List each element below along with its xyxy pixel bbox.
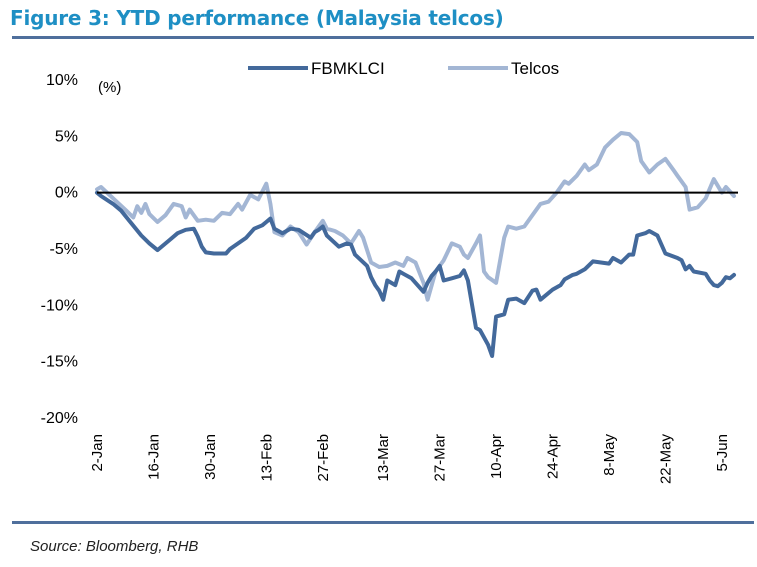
series-line-fbmklci (95, 190, 736, 358)
y-tick-label: -10% (41, 297, 78, 314)
legend-label-fbmklci: FBMKLCI (311, 59, 385, 78)
y-tick-label: -20% (41, 410, 78, 427)
x-tick-label: 27-Feb (315, 434, 332, 482)
y-tick-label: -5% (50, 241, 78, 258)
figure-title: Figure 3: YTD performance (Malaysia telc… (10, 6, 504, 30)
y-tick-label: 5% (55, 128, 78, 145)
legend: FBMKLCI Telcos (248, 59, 559, 78)
legend-label-telcos: Telcos (511, 59, 559, 78)
x-tick-label: 30-Jan (202, 434, 219, 480)
y-axis-unit-label: (%) (98, 79, 121, 96)
x-tick-label: 22-May (657, 434, 674, 485)
x-tick-label: 16-Jan (145, 434, 162, 480)
footer-divider (12, 521, 754, 524)
x-tick-label: 8-May (601, 434, 618, 476)
y-tick-label: -15% (41, 354, 78, 371)
y-tick-label: 0% (55, 185, 78, 202)
x-tick-label: 27-Mar (432, 434, 449, 482)
y-tick-label: 10% (46, 72, 78, 89)
x-tick-label: 10-Apr (488, 434, 505, 479)
x-tick-label: 24-Apr (545, 434, 562, 479)
x-tick-label: 13-Feb (258, 434, 275, 482)
x-tick-label: 2-Jan (89, 434, 106, 472)
x-tick-label: 5-Jun (714, 434, 731, 472)
series-layer (95, 131, 736, 358)
source-note: Source: Bloomberg, RHB (30, 538, 199, 555)
title-divider (12, 36, 754, 39)
x-axis: 2-Jan 16-Jan 30-Jan 13-Feb 27-Feb 13-Mar 27-Ma… (89, 434, 731, 485)
x-tick-label: 13-Mar (375, 434, 392, 482)
series-line-telcos (95, 131, 736, 302)
y-axis: 10% 5% 0% -5% -10% -15% -20% (41, 72, 78, 427)
